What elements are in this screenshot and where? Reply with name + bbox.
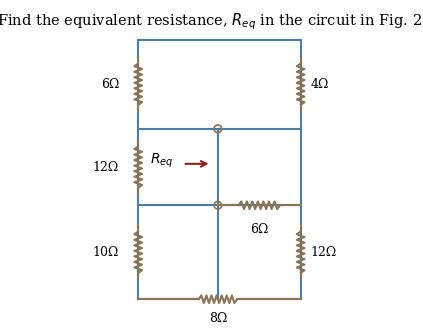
Text: 4Ω: 4Ω <box>310 78 329 91</box>
Text: 10Ω: 10Ω <box>93 246 119 259</box>
Text: 12Ω: 12Ω <box>310 246 336 259</box>
Text: 8Ω: 8Ω <box>209 312 227 325</box>
Text: 6Ω: 6Ω <box>101 78 119 91</box>
Text: 6Ω: 6Ω <box>250 223 269 236</box>
Text: $R_{eq}$: $R_{eq}$ <box>150 152 173 170</box>
Text: Find the equivalent resistance, $R_{eq}$ in the circuit in Fig. 2.: Find the equivalent resistance, $R_{eq}$… <box>0 11 423 31</box>
Text: 12Ω: 12Ω <box>93 160 119 174</box>
